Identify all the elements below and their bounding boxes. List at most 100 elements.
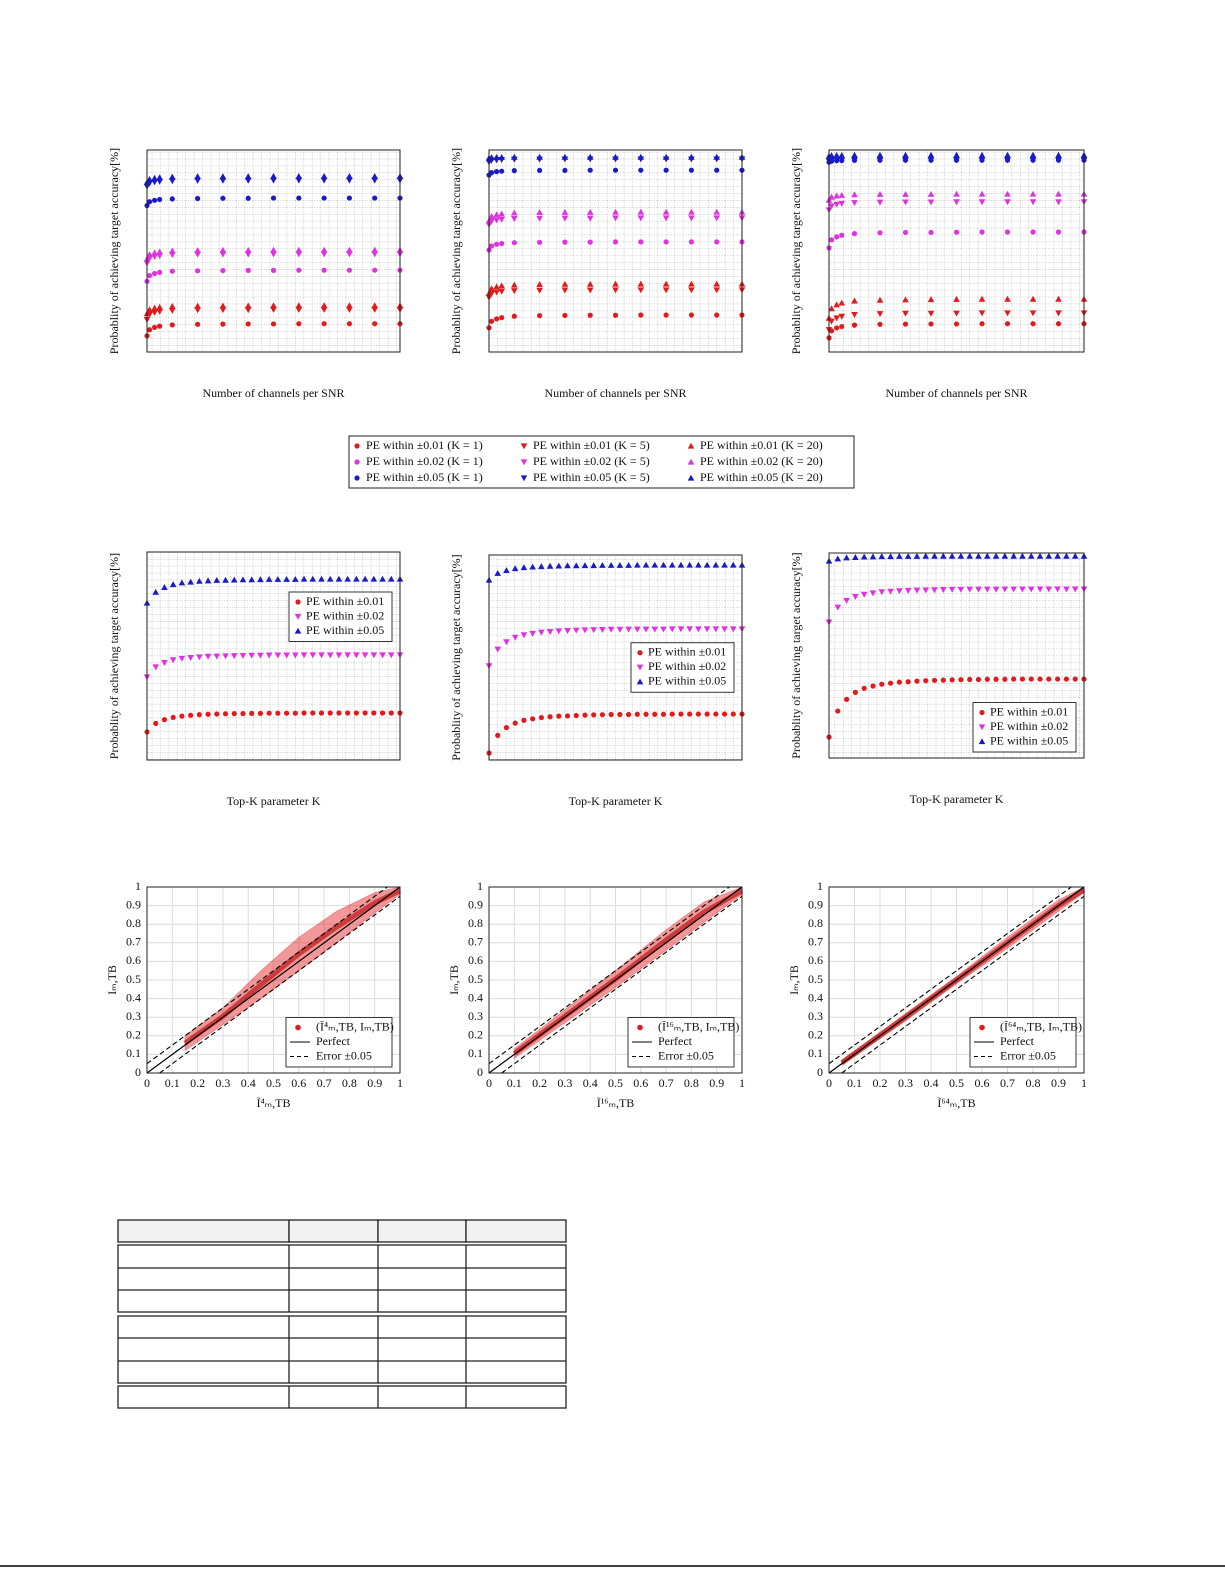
data-point xyxy=(346,267,352,273)
data-point xyxy=(730,711,736,717)
data-point xyxy=(978,295,986,302)
data-point xyxy=(642,561,650,568)
x-tick-label: 0.9 xyxy=(709,1076,724,1090)
data-point xyxy=(616,561,624,568)
data-point xyxy=(511,634,519,641)
data-point xyxy=(1046,676,1052,682)
data-point xyxy=(266,710,272,716)
data-point xyxy=(561,287,569,294)
legend-label: PE within ±0.01 xyxy=(648,645,726,659)
data-point xyxy=(346,195,352,201)
data-point xyxy=(151,197,158,203)
data-point xyxy=(146,199,153,205)
y-tick-label: 0.3 xyxy=(808,1009,823,1023)
y-tick-label: 0.8 xyxy=(468,916,483,930)
data-point xyxy=(538,714,544,721)
data-point xyxy=(146,327,153,333)
x-axis-label: Ĩ⁴ₘ,TB xyxy=(257,1096,291,1110)
data-point xyxy=(146,255,153,262)
x-tick-label: 0.8 xyxy=(1026,1076,1041,1090)
data-point xyxy=(704,711,710,717)
legend-label: PE within ±0.02 (K = 1) xyxy=(366,454,483,468)
data-point xyxy=(361,575,369,582)
data-point xyxy=(214,711,220,717)
legend-label: Error ±0.05 xyxy=(1000,1048,1056,1062)
data-point xyxy=(161,584,168,590)
data-point xyxy=(361,652,369,659)
data-point xyxy=(222,576,229,583)
data-point xyxy=(344,575,351,582)
legend-marker xyxy=(636,678,644,685)
x-axis-label: Number of channels per SNR xyxy=(886,386,1028,400)
data-point xyxy=(295,251,303,258)
data-point xyxy=(372,195,378,201)
data-point xyxy=(283,710,290,716)
data-point xyxy=(327,710,333,716)
data-point xyxy=(617,711,623,718)
data-point xyxy=(275,710,281,716)
data-point xyxy=(511,216,518,222)
data-point xyxy=(318,710,325,716)
data-point xyxy=(877,230,883,236)
data-point xyxy=(953,190,960,197)
data-point xyxy=(372,267,378,273)
data-point xyxy=(729,626,737,633)
error-line xyxy=(841,895,1085,1074)
table-group-frame xyxy=(117,1315,567,1384)
data-point xyxy=(638,312,644,318)
data-point xyxy=(876,296,884,303)
plot-frame xyxy=(146,551,401,761)
data-point xyxy=(978,151,986,158)
plot-frame xyxy=(488,886,743,1074)
data-point xyxy=(1055,676,1061,682)
data-point xyxy=(321,267,327,273)
data-point xyxy=(992,586,1000,593)
perfect-line xyxy=(828,886,1085,1074)
data-point xyxy=(587,167,593,173)
data-point xyxy=(703,626,711,633)
data-point xyxy=(834,555,842,562)
data-point xyxy=(922,552,930,559)
x-axis-label: Ĩ¹⁶ₘ,TB xyxy=(597,1096,635,1110)
data-point xyxy=(651,561,659,568)
data-point xyxy=(953,295,960,302)
data-point xyxy=(1072,676,1078,682)
y-axis-label: Probablity of achieving target accuracy[… xyxy=(449,148,463,354)
legend-marker xyxy=(354,475,360,481)
plot-frame xyxy=(828,552,1085,759)
legend-marker xyxy=(294,613,302,620)
data-point xyxy=(940,587,947,593)
data-point xyxy=(372,321,378,327)
data-point xyxy=(586,208,594,215)
data-point xyxy=(852,554,859,560)
data-point xyxy=(1010,552,1017,559)
data-point xyxy=(714,312,720,318)
data-point xyxy=(222,711,229,717)
data-point xyxy=(270,251,277,258)
x-tick-label: 0.2 xyxy=(873,1076,888,1090)
x-tick-label: 0.8 xyxy=(342,1076,357,1090)
legend-marker xyxy=(978,724,986,731)
data-point xyxy=(590,627,597,634)
data-point xyxy=(902,229,909,236)
data-point xyxy=(336,710,342,716)
y-tick-label: 0.7 xyxy=(468,935,483,949)
data-point xyxy=(852,594,859,600)
data-point xyxy=(169,173,176,180)
data-point xyxy=(146,306,153,313)
error-line xyxy=(146,886,388,1065)
data-point xyxy=(928,321,934,327)
y-tick-label: 0.3 xyxy=(468,1009,483,1023)
data-point xyxy=(1027,552,1035,559)
data-point xyxy=(296,267,302,273)
data-point xyxy=(153,720,159,726)
scatter-core xyxy=(512,888,744,1056)
data-point xyxy=(547,714,553,720)
x-tick-label: 0.8 xyxy=(684,1076,699,1090)
y-tick-label: 0.5 xyxy=(126,972,141,986)
x-axis-label: Number of channels per SNR xyxy=(545,386,687,400)
data-point xyxy=(851,311,858,318)
plot-content xyxy=(828,886,1086,1074)
data-point xyxy=(1004,151,1011,158)
data-point xyxy=(851,151,858,158)
